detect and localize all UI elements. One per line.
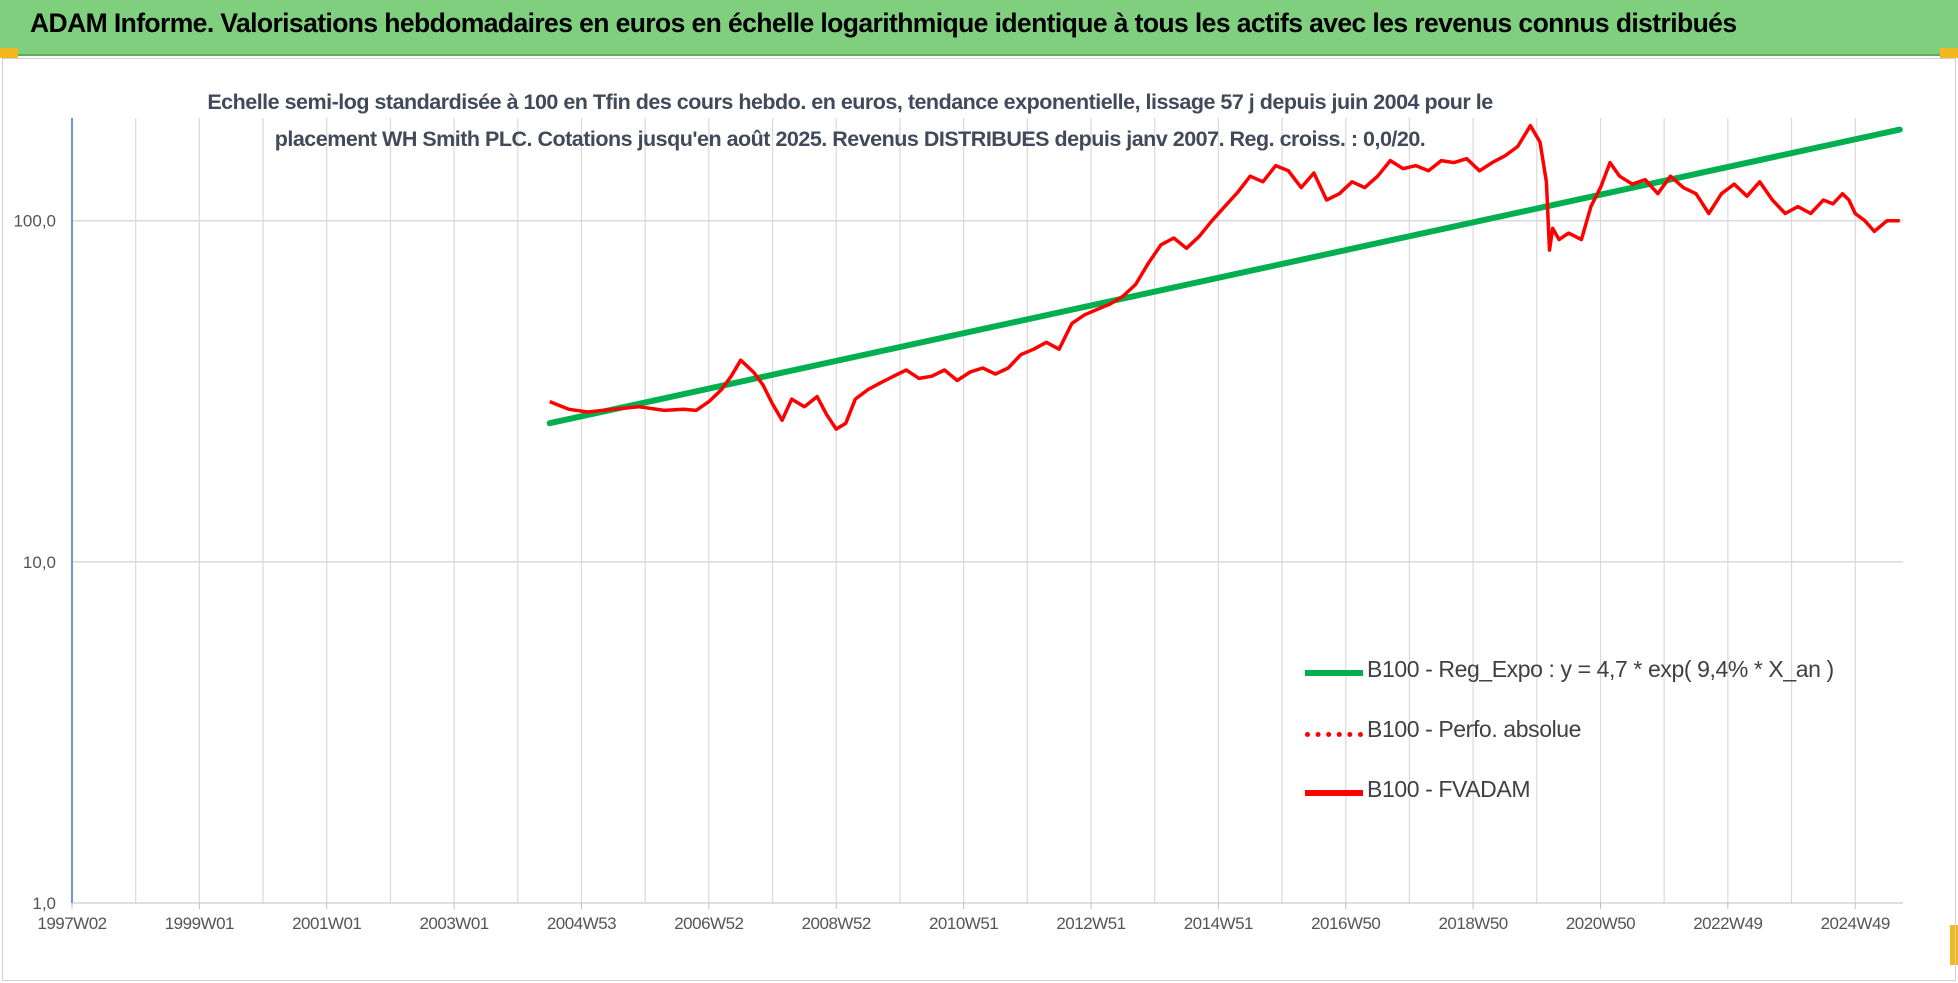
x-tick-label: 2008W52 (802, 914, 871, 933)
legend-label-regression: B100 - Reg_Expo : y = 4,7 * exp( 9,4% * … (1367, 656, 1834, 682)
x-tick-label: 2024W49 (1821, 914, 1890, 933)
gridlines (72, 118, 1903, 903)
y-tick-label: 10,0 (23, 553, 56, 572)
x-tick-label: 2012W51 (1056, 914, 1125, 933)
x-tick-label: 2014W51 (1184, 914, 1253, 933)
x-tick-label: 2018W50 (1438, 914, 1507, 933)
chart-title-line-1: Echelle semi-log standardisée à 100 en T… (207, 90, 1493, 114)
x-tick-label: 1999W01 (165, 914, 234, 933)
y-tick-label: 100,0 (13, 212, 56, 231)
legend-swatch-fvadam (1305, 790, 1363, 796)
x-tick-label: 2001W01 (292, 914, 361, 933)
x-tick-label: 1997W02 (37, 914, 106, 933)
x-tick-label: 2016W50 (1311, 914, 1380, 933)
legend-label-fvadam: B100 - FVADAM (1367, 776, 1531, 802)
series-fvadam-line (549, 123, 1900, 431)
corner-marker-top-right (1940, 48, 1958, 58)
header-banner: ADAM Informe. Valorisations hebdomadaire… (0, 0, 1958, 56)
corner-marker-right-edge (1950, 925, 1958, 965)
legend-swatch-regression (1305, 670, 1363, 676)
page-title: ADAM Informe. Valorisations hebdomadaire… (30, 8, 1737, 38)
legend-swatch-performance (1305, 732, 1363, 737)
legend-label-performance: B100 - Perfo. absolue (1367, 716, 1582, 742)
x-axis-ticks: 1997W02 1999W01 2001W01 2003W01 2004W53 2006W… (37, 903, 1890, 933)
x-tick-label: 2003W01 (419, 914, 488, 933)
chart-frame (2, 58, 1956, 981)
chart-title: Echelle semi-log standardisée à 100 en T… (200, 84, 1500, 158)
corner-marker-top-left (0, 48, 18, 58)
x-tick-label: 2020W50 (1566, 914, 1635, 933)
x-tick-label: 2010W51 (929, 914, 998, 933)
x-tick-label: 2022W49 (1693, 914, 1762, 933)
series-layer (546, 123, 1903, 431)
y-axis-ticks: 1,0 10,0 100,0 (13, 212, 56, 913)
x-tick-label: 2004W53 (547, 914, 616, 933)
x-tick-label: 2006W52 (674, 914, 743, 933)
series-regression-line (546, 126, 1903, 427)
y-tick-label: 1,0 (32, 894, 56, 913)
chart-title-line-2: placement WH Smith PLC. Cotations jusqu'… (274, 127, 1426, 151)
